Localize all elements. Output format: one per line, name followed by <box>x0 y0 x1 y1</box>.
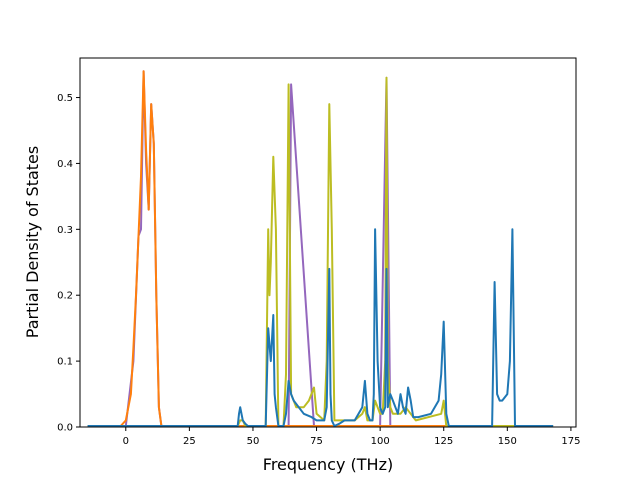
series-line-3 <box>87 228 554 427</box>
x-tick-label: 150 <box>498 436 517 447</box>
x-tick-label: 75 <box>310 436 323 447</box>
x-tick-label: 125 <box>434 436 453 447</box>
x-axis-ticks: 0 25 50 75 100 125 150 175 <box>123 427 580 447</box>
x-axis-label: Frequency (THz) <box>263 455 393 474</box>
y-tick-label: 0.1 <box>57 357 73 368</box>
y-tick-label: 0.0 <box>57 423 73 434</box>
y-axis-ticks: 0.0 0.1 0.2 0.3 0.4 0.5 <box>57 93 80 434</box>
y-axis-label: Partial Density of States <box>23 146 42 338</box>
x-tick-label: 100 <box>371 436 390 447</box>
y-tick-label: 0.5 <box>57 93 73 104</box>
y-tick-label: 0.4 <box>57 159 73 170</box>
x-tick-label: 175 <box>561 436 580 447</box>
x-tick-label: 50 <box>247 436 260 447</box>
x-tick-label: 0 <box>123 436 129 447</box>
y-tick-label: 0.2 <box>57 291 73 302</box>
axes-frame <box>79 57 577 428</box>
series-line-1 <box>87 70 554 427</box>
x-tick-label: 25 <box>183 436 196 447</box>
y-tick-label: 0.3 <box>57 225 73 236</box>
plot-lines <box>87 70 554 427</box>
